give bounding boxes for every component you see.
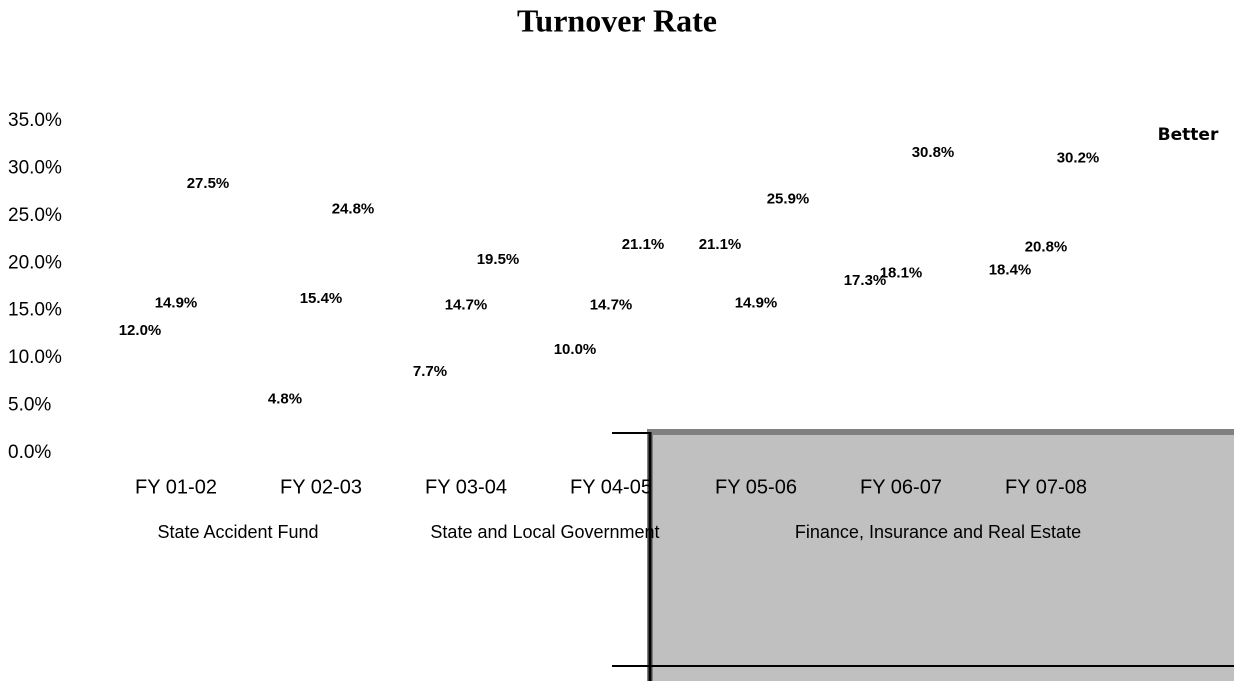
value-label: 4.8% [268,390,302,407]
value-label: 14.9% [155,295,198,312]
value-label: 14.7% [445,297,488,314]
overlay-panel [647,429,1234,681]
x-tick-label: FY 04-05 [570,476,652,498]
value-label: 30.2% [1057,150,1100,167]
y-tick-label: 30.0% [8,157,62,178]
value-label: 27.5% [187,175,230,192]
y-tick-label: 10.0% [8,347,62,368]
value-label: 17.3% [844,272,887,289]
x-tick-label: FY 02-03 [280,476,362,498]
value-label: 14.7% [590,297,633,314]
value-label: 7.7% [413,363,447,380]
value-label: 20.8% [1025,239,1068,256]
value-label: 10.0% [554,341,597,358]
x-tick-label: FY 01-02 [135,476,217,498]
value-label: 15.4% [300,290,343,307]
value-label: 30.8% [912,144,955,161]
value-label: 21.1% [699,236,742,253]
value-label: 14.9% [735,295,778,312]
y-tick-label: 20.0% [8,252,62,273]
x-tick-label: FY 03-04 [425,476,507,498]
y-tick-label: 0.0% [8,442,51,463]
y-tick-label: 25.0% [8,205,62,226]
value-label: 25.9% [767,190,810,207]
value-label: 18.4% [989,261,1032,278]
x-tick-label: FY 05-06 [715,476,797,498]
y-tick-label: 5.0% [8,395,51,416]
y-tick-label: 35.0% [8,110,62,131]
legend-entry: State and Local Government [430,522,659,542]
legend-entry: State Accident Fund [157,522,318,542]
x-tick-label: FY 07-08 [1005,476,1087,498]
value-label: 19.5% [477,251,520,268]
y-tick-label: 15.0% [8,300,62,321]
annotation: Better [1158,125,1219,145]
value-label: 12.0% [119,322,162,339]
legend-entry: Finance, Insurance and Real Estate [795,522,1081,542]
value-label: 18.1% [880,264,923,281]
value-label: 21.1% [622,236,665,253]
value-label: 24.8% [332,201,375,218]
x-tick-label: FY 06-07 [860,476,942,498]
chart-title: Turnover Rate [517,2,717,38]
